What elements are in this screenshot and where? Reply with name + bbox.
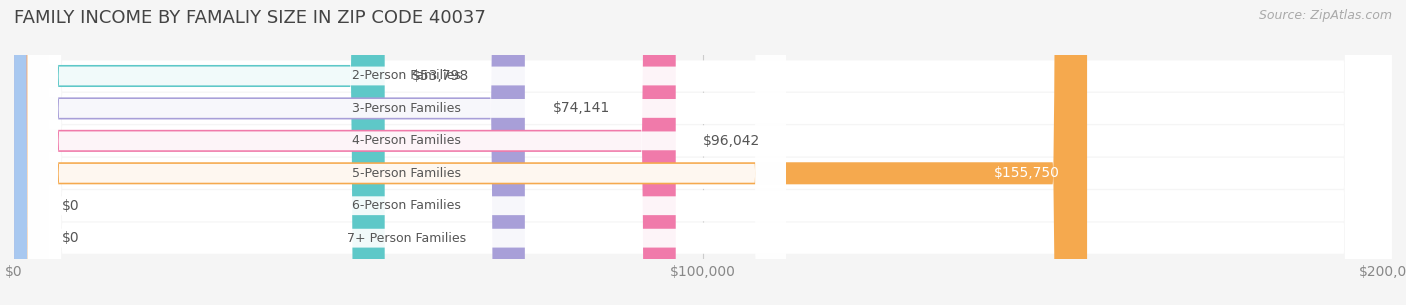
FancyBboxPatch shape bbox=[28, 0, 786, 305]
FancyBboxPatch shape bbox=[14, 0, 1392, 305]
Text: FAMILY INCOME BY FAMALIY SIZE IN ZIP CODE 40037: FAMILY INCOME BY FAMALIY SIZE IN ZIP COD… bbox=[14, 9, 486, 27]
FancyBboxPatch shape bbox=[28, 0, 786, 305]
FancyBboxPatch shape bbox=[14, 0, 1392, 305]
FancyBboxPatch shape bbox=[14, 0, 48, 305]
Text: $0: $0 bbox=[62, 231, 80, 245]
Text: $74,141: $74,141 bbox=[553, 102, 610, 115]
FancyBboxPatch shape bbox=[14, 0, 1392, 305]
Text: $0: $0 bbox=[62, 199, 80, 213]
Text: 3-Person Families: 3-Person Families bbox=[353, 102, 461, 115]
Text: $53,798: $53,798 bbox=[412, 69, 470, 83]
Text: $96,042: $96,042 bbox=[703, 134, 761, 148]
Text: 6-Person Families: 6-Person Families bbox=[353, 199, 461, 212]
FancyBboxPatch shape bbox=[14, 0, 1087, 305]
Text: Source: ZipAtlas.com: Source: ZipAtlas.com bbox=[1258, 9, 1392, 22]
FancyBboxPatch shape bbox=[14, 0, 48, 305]
Text: 7+ Person Families: 7+ Person Families bbox=[347, 232, 467, 245]
FancyBboxPatch shape bbox=[28, 0, 786, 305]
FancyBboxPatch shape bbox=[14, 0, 676, 305]
Text: 2-Person Families: 2-Person Families bbox=[353, 70, 461, 82]
FancyBboxPatch shape bbox=[28, 0, 786, 305]
FancyBboxPatch shape bbox=[28, 0, 786, 305]
FancyBboxPatch shape bbox=[14, 0, 524, 305]
Text: 5-Person Families: 5-Person Families bbox=[353, 167, 461, 180]
FancyBboxPatch shape bbox=[28, 0, 786, 305]
Text: 4-Person Families: 4-Person Families bbox=[353, 135, 461, 147]
FancyBboxPatch shape bbox=[14, 0, 1392, 305]
FancyBboxPatch shape bbox=[14, 0, 1392, 305]
FancyBboxPatch shape bbox=[14, 0, 1392, 305]
FancyBboxPatch shape bbox=[14, 0, 385, 305]
Text: $155,750: $155,750 bbox=[994, 166, 1060, 180]
